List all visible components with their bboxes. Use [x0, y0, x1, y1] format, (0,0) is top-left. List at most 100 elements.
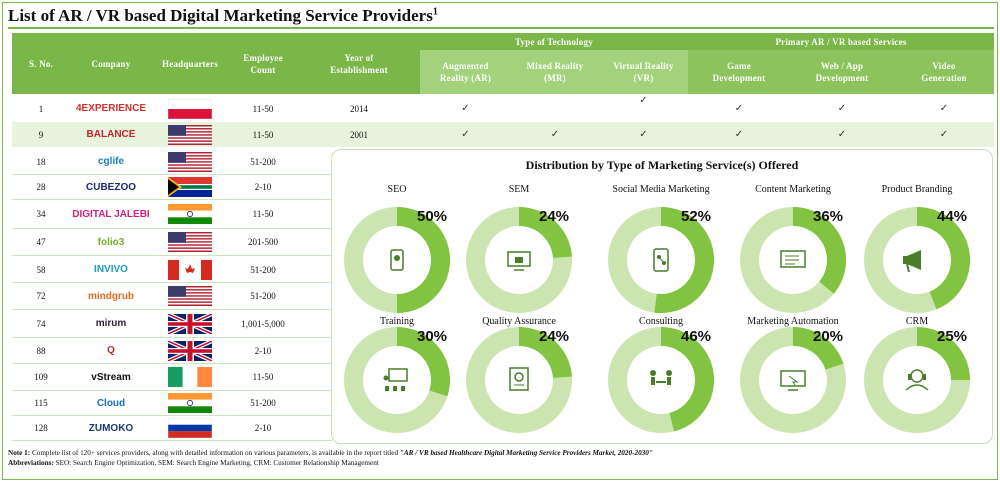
customer-service-icon	[905, 369, 929, 391]
donut-hole	[485, 346, 553, 414]
row-divider	[12, 363, 332, 364]
donut-percent-label: 25%	[937, 328, 968, 345]
company-logo: CUBEZOO	[86, 181, 136, 193]
row-sno: 88	[36, 345, 46, 356]
donut-percent-label: 36%	[813, 208, 844, 225]
row-divider	[12, 255, 332, 256]
company-logo: DIGITAL JALEBI	[72, 208, 150, 220]
row-sno: 74	[36, 318, 46, 329]
header-mr: Mixed Reality (MR)	[511, 50, 599, 94]
table-row: 18 cglife 51-200	[12, 149, 332, 174]
donut-content-marketing	[740, 207, 846, 313]
row-divider	[12, 440, 332, 441]
row-check: ✓	[550, 129, 560, 140]
row-check	[511, 96, 599, 121]
row-sno: 28	[36, 182, 46, 192]
donut-crm	[864, 327, 970, 433]
donut-percent-label: 30%	[417, 328, 448, 345]
headquarters-flag	[152, 416, 228, 440]
headquarters-flag	[152, 338, 228, 363]
headquarters-flag	[152, 96, 228, 121]
table-row: 28 CUBEZOO 2-10	[12, 175, 332, 199]
row-employee-count: 51-200	[250, 264, 276, 275]
row-employee-count: 2-10	[254, 345, 272, 356]
row-employee-count: 11-50	[252, 129, 274, 140]
row-sno: 72	[36, 291, 46, 301]
donut-category-label: CRM	[905, 316, 929, 327]
headquarters-flag	[152, 229, 228, 255]
donut-category-label: SEM	[508, 184, 530, 195]
header-ar: Augmented Reality (AR)	[420, 50, 511, 94]
company-logo: Q	[107, 345, 115, 356]
header-headquarters: Headquarters	[152, 33, 228, 94]
table-row: 34 DIGITAL JALEBI 11-50	[12, 200, 332, 228]
donut-category-label: Training	[379, 316, 415, 327]
donut-percent-label: 24%	[539, 328, 570, 345]
donut-product-branding	[864, 207, 970, 313]
row-divider	[12, 337, 332, 338]
company-logo: ZUMOKO	[88, 422, 134, 434]
donut-category-label: Marketing Automation	[747, 316, 839, 327]
company-logo: Cloud	[96, 397, 126, 409]
row-sno: 58	[36, 264, 46, 275]
donut-sem	[466, 207, 572, 313]
table-row: 128 ZUMOKO 2-10	[12, 416, 332, 440]
donut-category-label: Consulting	[639, 316, 683, 327]
row-employee-count: 11-50	[252, 103, 274, 114]
table-row: 109 vStream 11-50	[12, 364, 332, 390]
header-game-dev: Game Development	[688, 50, 790, 94]
donut-marketing-automation	[740, 327, 846, 433]
headquarters-flag	[152, 391, 228, 415]
row-employee-count: 51-200	[250, 156, 276, 167]
donut-percent-label: 44%	[937, 208, 968, 225]
row-employee-count: 51-200	[250, 398, 276, 408]
phone-location-icon	[390, 249, 404, 271]
donut-percent-label: 24%	[539, 208, 570, 225]
header-company: Company	[70, 33, 152, 94]
table-row: 1 4EXPERIENCE 11-50 2014 ✓ ✓ ✓ ✓ ✓	[12, 95, 994, 121]
row-check: ✓	[639, 129, 648, 140]
chart-title: Distribution by Type of Marketing Servic…	[525, 158, 799, 172]
row-check: ✓	[461, 129, 470, 140]
company-logo: BALANCE	[86, 129, 136, 140]
donut-category-label: SEO	[387, 184, 407, 195]
company-logo: mirum	[95, 318, 127, 329]
headquarters-flag	[152, 175, 228, 199]
donut-percent-label: 52%	[681, 208, 712, 225]
row-divider	[12, 174, 332, 175]
row-sno: 1	[38, 103, 44, 114]
headquarters-flag	[152, 200, 228, 228]
headquarters-flag	[152, 257, 228, 282]
donut-hole	[627, 346, 695, 414]
headquarters-flag	[152, 310, 228, 337]
row-sno: 47	[36, 237, 46, 247]
donut-consulting	[608, 327, 714, 433]
headquarters-flag	[152, 122, 228, 147]
row-check: ✓	[461, 103, 470, 114]
screen-cursor-icon	[780, 370, 806, 391]
company-logo: folio3	[97, 236, 125, 248]
row-check: ✓	[734, 103, 744, 114]
donut-training	[344, 327, 450, 433]
headquarters-flag	[152, 149, 228, 174]
row-employee-count: 1,001-5,000	[241, 318, 285, 329]
row-divider	[12, 228, 332, 229]
page-title: List of AR / VR based Digital Marketing …	[8, 6, 438, 25]
certificate-icon	[509, 367, 529, 391]
header-tech-group: Type of Technology	[420, 33, 688, 50]
table-row: 74 mirum 1,001-5,000	[12, 310, 332, 337]
company-logo: cglife	[97, 156, 125, 167]
megaphone-icon	[903, 250, 921, 273]
meeting-icon	[650, 370, 672, 385]
header-employee-count: Employee Count	[228, 33, 298, 94]
row-sno: 128	[34, 423, 48, 433]
company-logo: mindgrub	[87, 290, 135, 302]
row-sno: 9	[38, 129, 44, 140]
row-check: ✓	[837, 103, 847, 114]
donut-seo	[344, 207, 450, 313]
donut-category-label: Content Marketing	[755, 184, 831, 195]
row-year: 2014	[350, 103, 368, 114]
donut-percent-label: 50%	[417, 208, 448, 225]
donut-category-label: Social Media Marketing	[612, 184, 710, 195]
